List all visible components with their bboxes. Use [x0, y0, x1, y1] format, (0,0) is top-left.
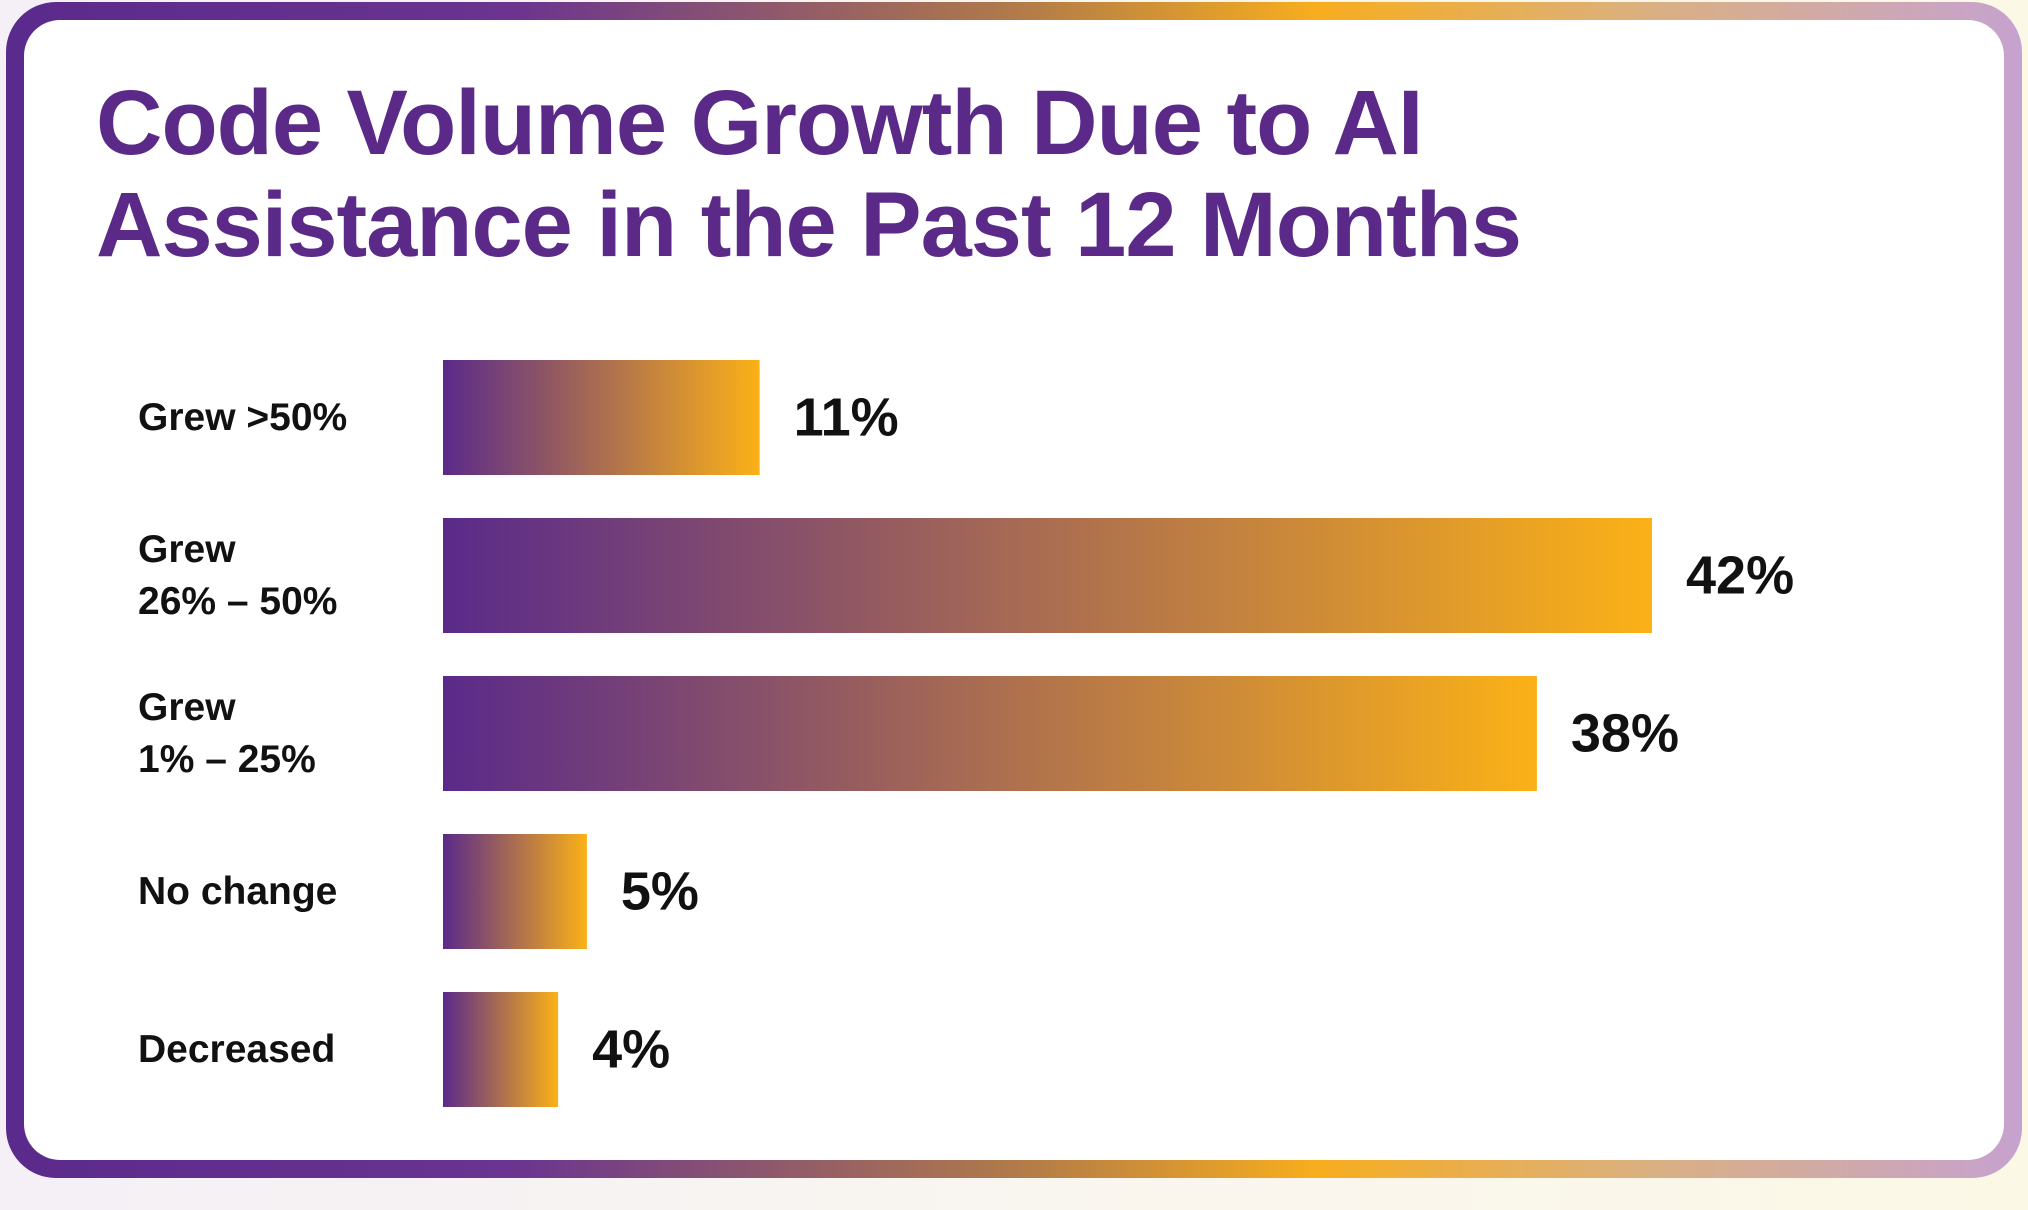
- category-label-2: Grew 1% – 25%: [138, 686, 316, 781]
- value-label-4: 4%: [592, 1020, 670, 1080]
- category-label-line: Grew >50%: [138, 396, 347, 439]
- value-label-3: 5%: [621, 862, 699, 922]
- value-label-2: 38%: [1571, 704, 1679, 764]
- category-label-line: 26% – 50%: [138, 580, 337, 623]
- category-label-line: 1% – 25%: [138, 738, 316, 781]
- category-label-line: Grew: [138, 528, 236, 571]
- category-label-4: Decreased: [138, 1028, 335, 1071]
- category-label-line: No change: [138, 870, 337, 913]
- bar-4: [443, 992, 559, 1107]
- category-label-3: No change: [138, 870, 337, 913]
- bars-group: 11% Grew >50% 42% Grew 26% – 50% 38% Grew 1% – …: [138, 360, 1794, 1107]
- value-label-0: 11%: [794, 388, 899, 448]
- chart-title: Code Volume Growth Due to AI Assistance …: [96, 72, 1522, 276]
- category-label-line: Decreased: [138, 1028, 335, 1071]
- category-label-1: Grew 26% – 50%: [138, 528, 337, 623]
- bar-0: [443, 360, 760, 475]
- bar-3: [443, 834, 587, 949]
- value-label-1: 42%: [1686, 546, 1794, 606]
- bar-2: [443, 676, 1537, 791]
- bar-1: [443, 518, 1652, 633]
- category-label-0: Grew >50%: [138, 396, 347, 439]
- category-label-line: Grew: [138, 686, 236, 729]
